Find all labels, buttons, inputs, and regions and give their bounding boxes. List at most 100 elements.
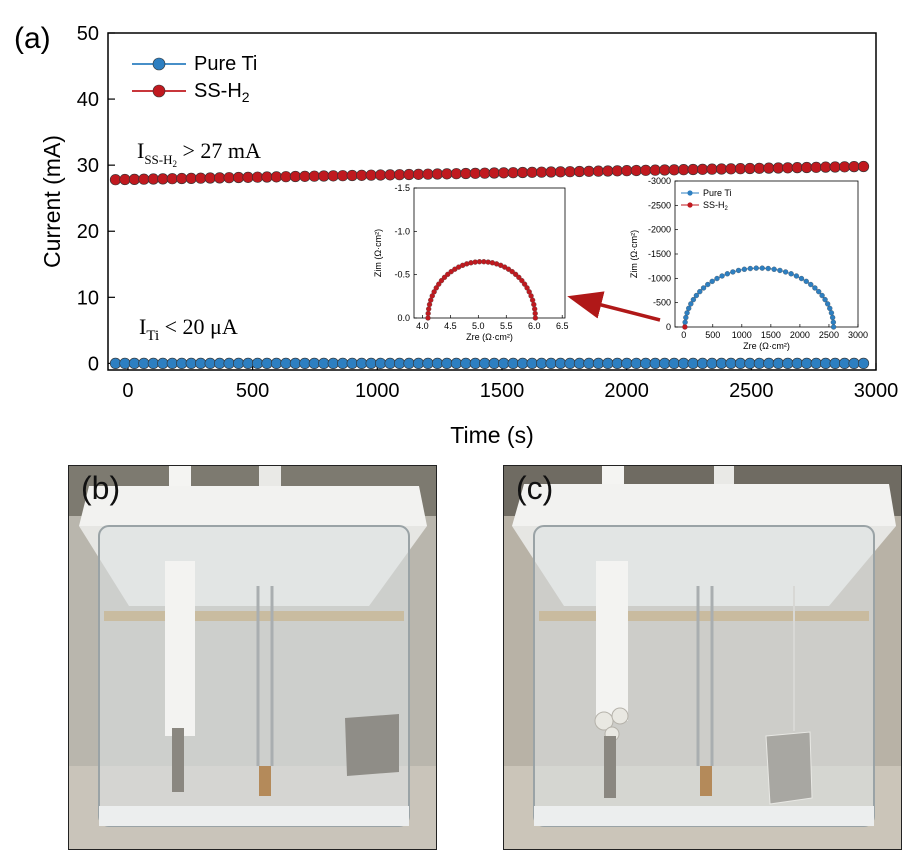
data-point	[507, 357, 519, 369]
inset-data-point	[521, 281, 528, 287]
inset-arrow	[567, 291, 661, 322]
data-point	[545, 166, 557, 178]
data-point	[232, 357, 245, 369]
photo-panel-c: (c)	[503, 465, 902, 850]
inset-data-point	[425, 315, 431, 321]
data-point	[223, 172, 235, 184]
inset-data-point	[682, 319, 688, 325]
data-point	[649, 357, 661, 369]
y-tick-label: 50	[77, 23, 99, 45]
inset-left: 4.0 4.5 5.0 5.5 6.0 6.5 0.0 -0.5 -1.0 -1.5 Zre (Ω·…	[373, 183, 568, 342]
data-point	[488, 357, 500, 369]
data-point	[157, 357, 169, 369]
data-point	[460, 357, 472, 369]
data-point	[403, 357, 415, 369]
data-point	[109, 174, 122, 186]
x-tick-label: 1500	[480, 380, 525, 402]
series-pure-ti	[109, 357, 870, 369]
data-point	[318, 170, 330, 182]
inset-legend-label: Pure Ti	[703, 188, 732, 198]
data-point	[441, 357, 453, 369]
annotation-pure-ti: ITi < 20 μA	[139, 314, 238, 344]
data-point	[195, 357, 207, 369]
inset-x-tick-label: 6.0	[528, 321, 541, 331]
data-point	[573, 165, 586, 178]
inset-data-point	[788, 271, 794, 277]
photo-panel-b: (b)	[68, 465, 437, 850]
inset-data-point	[684, 310, 690, 316]
data-point	[479, 167, 491, 179]
data-point	[422, 357, 434, 369]
data-point	[204, 172, 216, 184]
inset-data-point	[505, 266, 512, 272]
data-point	[176, 172, 188, 185]
data-point	[270, 171, 283, 183]
data-point	[687, 357, 699, 369]
data-point	[696, 357, 709, 369]
panel-a-label: (a)	[14, 22, 51, 55]
data-point	[375, 357, 387, 369]
data-point	[678, 164, 690, 176]
inset-data-point	[448, 268, 454, 275]
data-point	[431, 168, 444, 180]
data-point	[535, 166, 548, 178]
data-point	[337, 357, 349, 369]
data-point	[564, 166, 576, 178]
data-point	[507, 167, 519, 179]
inset-data-point	[700, 285, 707, 291]
data-point	[782, 162, 794, 174]
data-point	[109, 357, 122, 369]
data-point	[356, 169, 368, 181]
data-point	[308, 357, 320, 369]
inset-data-point	[830, 319, 837, 325]
inset-data-point	[747, 265, 753, 272]
data-point	[166, 173, 178, 185]
data-point	[498, 357, 510, 369]
inset-y-tick-label: -1500	[648, 249, 671, 259]
plot-frame	[107, 32, 877, 371]
data-point	[829, 161, 841, 173]
data-point	[526, 357, 538, 369]
data-point	[545, 357, 557, 369]
data-point	[185, 172, 197, 184]
data-point	[753, 357, 765, 369]
data-point	[488, 167, 500, 179]
inset-y-axis-label: Zim (Ω·cm²)	[373, 229, 383, 277]
data-point	[251, 357, 264, 369]
data-point	[195, 172, 207, 184]
inset-data-point	[682, 324, 688, 330]
data-point	[687, 163, 699, 176]
data-point	[848, 161, 860, 173]
inset-y-tick-label: 0.0	[397, 313, 410, 323]
inset-data-point	[532, 306, 538, 312]
inset-data-point	[438, 277, 445, 284]
data-point	[517, 357, 529, 369]
inset-data-point	[693, 292, 700, 299]
data-point	[640, 164, 652, 176]
x-tick-label: 2500	[729, 380, 774, 402]
inset-data-point	[688, 301, 694, 307]
inset-data-point	[803, 278, 809, 285]
data-point	[365, 357, 377, 369]
data-point	[242, 357, 254, 369]
data-point	[223, 357, 235, 369]
data-point	[517, 166, 529, 179]
annotation-ss-h2: ISS-H2 > 27 mA	[137, 138, 261, 169]
panel-c-label: (c)	[516, 470, 554, 506]
data-point	[393, 169, 406, 181]
inset-x-tick-label: 6.5	[556, 321, 569, 331]
inset-data-point	[529, 297, 536, 303]
data-point	[857, 160, 870, 173]
data-point	[479, 357, 491, 369]
data-point	[498, 167, 510, 179]
y-axis-label: Current (mA)	[39, 135, 65, 268]
inset-data-point	[719, 273, 725, 279]
data-point	[450, 357, 462, 369]
data-point	[280, 171, 292, 183]
data-point	[801, 357, 813, 369]
inset-x-tick-label: 1500	[761, 330, 781, 340]
data-point	[119, 357, 131, 369]
data-point	[375, 169, 387, 181]
inset-x-tick-label: 2000	[790, 330, 810, 340]
inset-data-point	[531, 301, 537, 308]
